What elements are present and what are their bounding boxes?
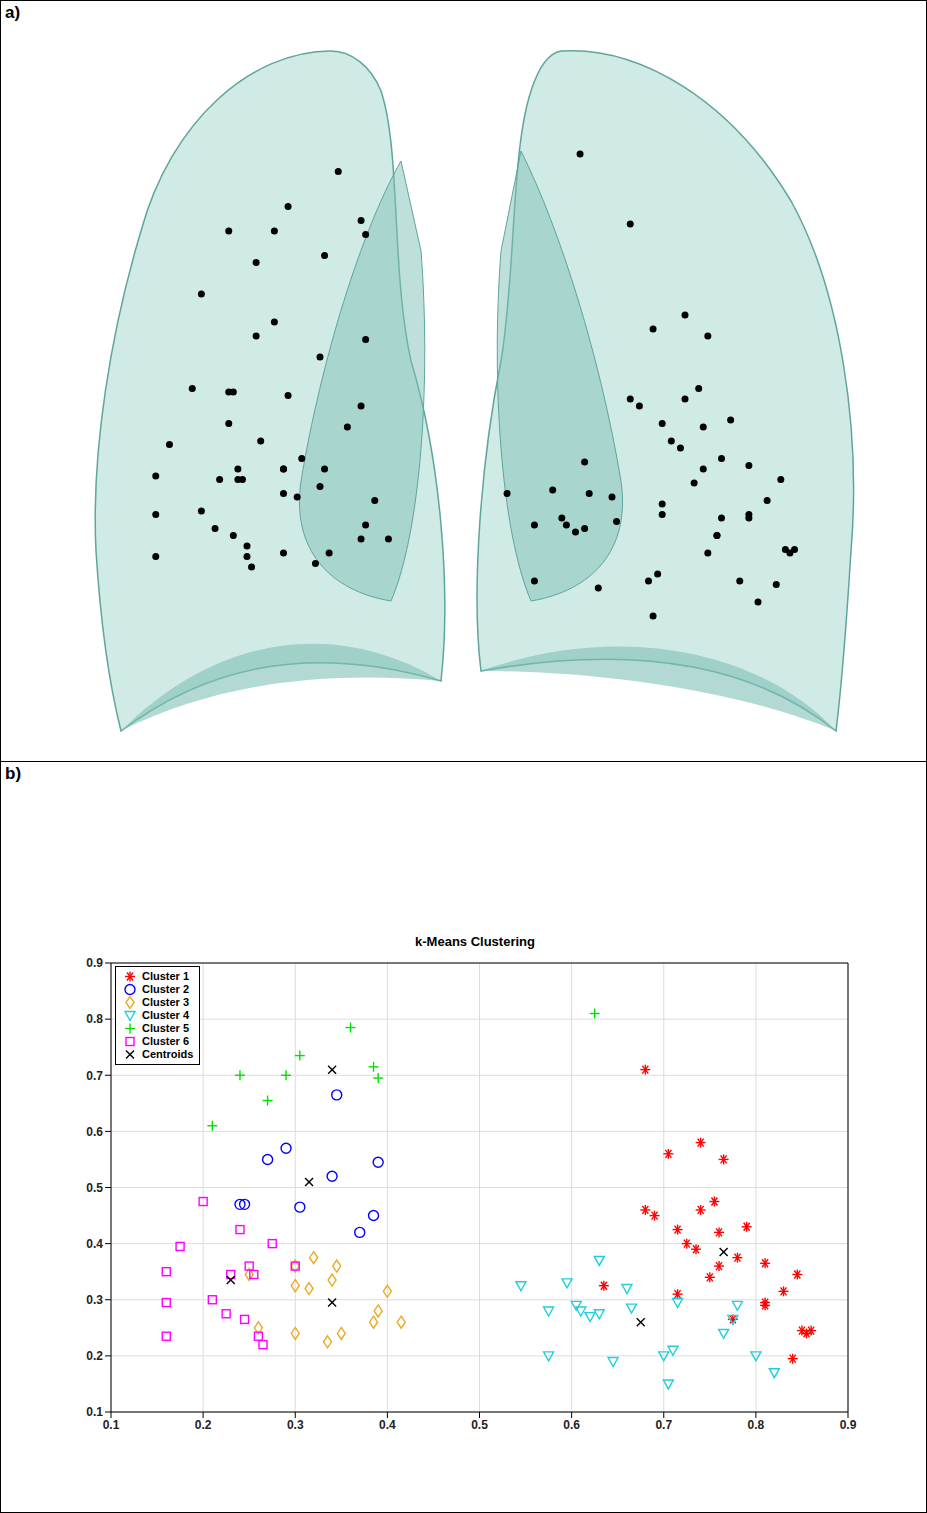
svg-text:0.5: 0.5	[471, 1418, 488, 1432]
html-text:Cluster 3: Cluster 3	[142, 996, 190, 1008]
svg-text:0.2: 0.2	[86, 1349, 103, 1363]
svg-text:0.8: 0.8	[748, 1418, 765, 1432]
html-text:Cluster 6: Cluster 6	[142, 1035, 190, 1047]
svg-text:0.6: 0.6	[86, 1125, 103, 1139]
svg-text:0.3: 0.3	[287, 1418, 304, 1432]
svg-text:0.5: 0.5	[86, 1181, 103, 1195]
html-text:Cluster 2: Cluster 2	[142, 983, 190, 995]
html-text:Cluster 5: Cluster 5	[142, 1022, 190, 1034]
svg-text:0.9: 0.9	[840, 1418, 857, 1432]
svg-text:0.2: 0.2	[195, 1418, 212, 1432]
svg-text:0.1: 0.1	[103, 1418, 120, 1432]
svg-text:0.8: 0.8	[86, 1012, 103, 1026]
svg-text:0.1: 0.1	[86, 1405, 103, 1419]
svg-text:0.3: 0.3	[86, 1293, 103, 1307]
html-text:k-Means Clustering: k-Means Clustering	[415, 934, 535, 949]
svg-text:0.7: 0.7	[86, 1069, 103, 1083]
html-text:Cluster 1: Cluster 1	[142, 970, 190, 982]
html-text:a): a)	[5, 3, 21, 22]
svg-text:0.4: 0.4	[86, 1237, 103, 1251]
svg-text:0.4: 0.4	[379, 1418, 396, 1432]
html-text:Centroids: Centroids	[142, 1048, 194, 1060]
html-text:b): b)	[5, 764, 21, 783]
svg-text:0.7: 0.7	[655, 1418, 672, 1432]
html-text:Cluster 4: Cluster 4	[142, 1009, 190, 1021]
svg-text:0.9: 0.9	[86, 956, 103, 970]
svg-text:0.6: 0.6	[563, 1418, 580, 1432]
